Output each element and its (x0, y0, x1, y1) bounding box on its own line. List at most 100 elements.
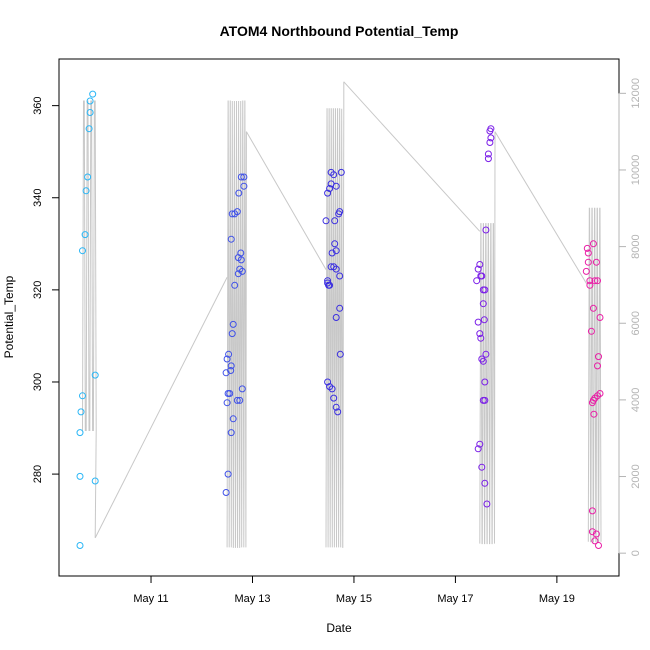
data-point (231, 281, 239, 289)
data-point (82, 187, 90, 195)
y2-tick-label: 6000 (630, 311, 642, 335)
data-point (478, 463, 486, 471)
data-point (483, 500, 491, 508)
data-point (324, 378, 332, 386)
depth-connector-3 (494, 131, 588, 286)
data-point (89, 90, 97, 98)
y-axis-label: Potential_Temp (2, 275, 16, 358)
data-point (331, 217, 339, 225)
x-tick-label: May 17 (437, 593, 473, 605)
data-point (588, 528, 596, 536)
data-point (481, 479, 489, 487)
data-point (76, 472, 84, 480)
y2-tick-label: 0 (630, 550, 642, 556)
data-point (481, 286, 489, 294)
data-point (336, 208, 344, 216)
y-tick-label: 340 (32, 189, 44, 207)
y2-tick-label: 4000 (630, 388, 642, 412)
data-point (336, 350, 344, 358)
data-point (91, 477, 99, 485)
data-point (234, 270, 242, 278)
data-point (76, 542, 84, 549)
data-point (476, 261, 484, 268)
data-point (592, 530, 600, 538)
x-tick-label: May 11 (133, 593, 168, 605)
data-point (595, 542, 602, 549)
data-point (482, 226, 490, 234)
y-tick-label: 280 (32, 465, 44, 483)
data-point (481, 396, 489, 404)
data-point (237, 249, 245, 257)
data-point (476, 440, 484, 448)
data-point (589, 304, 597, 312)
y-tick-label: 320 (32, 281, 44, 299)
data-point (79, 392, 86, 400)
data-point (84, 173, 92, 181)
depth-burst-0 (82, 100, 97, 538)
data-point (484, 155, 492, 163)
data-point (227, 235, 235, 243)
data-point (474, 265, 482, 273)
depth-connector-2 (343, 81, 481, 232)
data-point (591, 277, 599, 285)
y-axis-left: 280 300 320 340 360 (32, 96, 60, 483)
data-point (228, 330, 236, 338)
data-point (86, 109, 94, 116)
data-point (479, 300, 487, 308)
x-axis-label: Date (326, 621, 352, 635)
data-point (240, 182, 248, 190)
data-point (481, 378, 489, 386)
data-point (586, 281, 594, 289)
depth-lines (82, 81, 602, 548)
data-point (227, 362, 235, 370)
data-point (484, 150, 492, 158)
data-point (336, 304, 344, 312)
data-point (588, 507, 596, 515)
data-point (223, 399, 231, 407)
data-point (476, 330, 484, 338)
y-axis-right: 0 2000 4000 6000 8000 10000 12000 (618, 78, 642, 556)
data-point (330, 171, 338, 179)
data-point (474, 445, 482, 453)
depth-burst-3 (479, 131, 496, 545)
data-point (322, 217, 330, 225)
y2-tick-label: 12000 (630, 78, 642, 109)
y-tick-label: 300 (32, 373, 44, 391)
data-point (583, 244, 591, 252)
data-point (233, 208, 241, 216)
data-point (487, 134, 495, 142)
depth-burst-1 (226, 100, 247, 548)
data-point (337, 168, 345, 176)
data-point (478, 272, 486, 280)
x-tick-label: May 13 (234, 593, 270, 605)
data-point (474, 318, 482, 326)
data-point (227, 367, 235, 374)
data-point (473, 277, 481, 285)
depth-connector-0 (94, 277, 228, 539)
data-point (225, 350, 233, 358)
data-point (328, 249, 336, 257)
data-point (588, 399, 596, 407)
data-point (77, 408, 85, 416)
x-tick-label: May 15 (336, 593, 372, 605)
data-point (477, 334, 485, 342)
data-point (480, 316, 488, 324)
data-point (586, 277, 594, 285)
data-point (332, 265, 340, 273)
data-point (227, 429, 235, 437)
data-point (591, 537, 599, 545)
data-point (324, 189, 332, 197)
x-tick-label: May 19 (539, 593, 575, 605)
data-point (326, 281, 334, 289)
data-point (324, 277, 332, 285)
data-point (595, 353, 602, 361)
data-point (482, 350, 490, 358)
data-point (594, 362, 601, 370)
data-point (332, 247, 340, 255)
data-point (331, 240, 339, 248)
y2-tick-label: 2000 (630, 464, 642, 488)
data-point (76, 429, 84, 437)
data-point (85, 125, 93, 133)
data-point (229, 415, 237, 423)
